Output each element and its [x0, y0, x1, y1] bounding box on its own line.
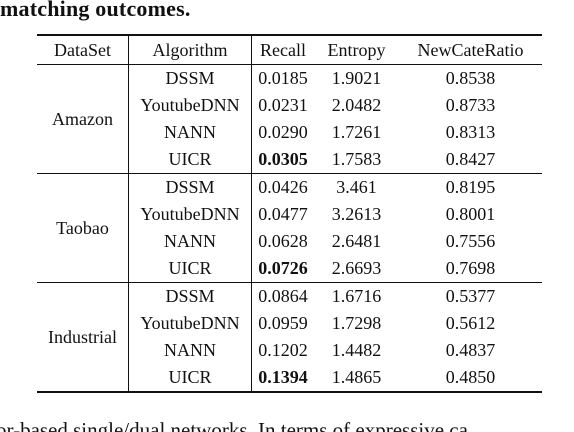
- entropy-cell: 2.6693: [331, 258, 382, 278]
- entropy-cell: 1.7583: [331, 149, 382, 169]
- header-entropy: Entropy: [327, 39, 386, 60]
- group-taobao: Taobao DSSM 0.0426 3.461 0.8195 YoutubeD…: [37, 173, 542, 283]
- algorithm-cell: YoutubeDNN: [128, 92, 252, 119]
- entropy-cell: 1.9021: [331, 68, 382, 88]
- table-row: UICR 0.0726 2.6693 0.7698: [37, 255, 542, 283]
- newcateratio-cell: 0.8538: [445, 68, 496, 88]
- table-row: Industrial DSSM 0.0864 1.6716 0.5377: [37, 282, 542, 392]
- algorithm-cell: UICR: [128, 255, 252, 283]
- newcateratio-cell: 0.8195: [445, 177, 496, 197]
- algorithm-cell: UICR: [128, 364, 252, 392]
- dataset-cell: Amazon: [37, 64, 129, 174]
- recall-cell: 0.0959: [258, 313, 308, 333]
- table-row: YoutubeDNN 0.0959 1.7298 0.5612: [37, 310, 542, 337]
- algorithm-cell: UICR: [128, 146, 252, 174]
- recall-cell: 0.0628: [258, 231, 308, 251]
- algorithm-cell: NANN: [128, 119, 252, 146]
- entropy-cell: 2.0482: [331, 95, 382, 115]
- entropy-cell: 1.7298: [331, 313, 382, 333]
- dataset-cell: Taobao: [37, 173, 129, 283]
- table-row: Taobao DSSM 0.0426 3.461 0.8195: [37, 173, 542, 283]
- algorithm-cell: NANN: [128, 337, 252, 364]
- entropy-cell: 1.4482: [331, 340, 382, 360]
- group-amazon: Amazon DSSM 0.0185 1.9021 0.8538 Youtube…: [37, 64, 542, 174]
- table-row: NANN 0.1202 1.4482 0.4837: [37, 337, 542, 364]
- recall-cell: 0.0290: [258, 122, 308, 142]
- table-row: NANN 0.0290 1.7261 0.8313: [37, 119, 542, 146]
- entropy-cell: 1.4865: [331, 367, 382, 387]
- table-row: NANN 0.0628 2.6481 0.7556: [37, 228, 542, 255]
- newcateratio-cell: 0.4850: [445, 367, 496, 387]
- newcateratio-cell: 0.8001: [445, 204, 496, 224]
- header-newcateratio: NewCateRatio: [417, 39, 524, 60]
- entropy-cell: 3.2613: [331, 204, 382, 224]
- header-algorithm: Algorithm: [128, 35, 252, 65]
- algorithm-cell: DSSM: [128, 282, 252, 310]
- entropy-cell: 1.6716: [331, 286, 382, 306]
- table-row: UICR 0.1394 1.4865 0.4850: [37, 364, 542, 392]
- table-row: Amazon DSSM 0.0185 1.9021 0.8538: [37, 64, 542, 174]
- table-row: UICR 0.0305 1.7583 0.8427: [37, 146, 542, 174]
- entropy-cell: 1.7261: [331, 122, 382, 142]
- header-recall: Recall: [260, 39, 306, 60]
- body-text-fragment: or-based single/dual networks. In terms …: [0, 418, 468, 432]
- newcateratio-cell: 0.8427: [445, 149, 496, 169]
- newcateratio-cell: 0.8313: [445, 122, 496, 142]
- recall-cell: 0.1202: [258, 340, 308, 360]
- entropy-cell: 2.6481: [331, 231, 382, 251]
- table-header: DataSet Algorithm Recall Entropy NewCate…: [37, 35, 542, 65]
- recall-cell: 0.0231: [258, 95, 308, 115]
- recall-cell: 0.0185: [258, 68, 308, 88]
- table-caption: matching outcomes.: [0, 0, 191, 21]
- entropy-cell: 3.461: [336, 177, 377, 197]
- table-row: YoutubeDNN 0.0477 3.2613 0.8001: [37, 201, 542, 228]
- algorithm-cell: NANN: [128, 228, 252, 255]
- results-table: DataSet Algorithm Recall Entropy NewCate…: [37, 34, 542, 393]
- newcateratio-cell: 0.4837: [445, 340, 496, 360]
- header-dataset: DataSet: [37, 35, 129, 65]
- group-industrial: Industrial DSSM 0.0864 1.6716 0.5377 You…: [37, 282, 542, 392]
- newcateratio-cell: 0.7556: [445, 231, 496, 251]
- algorithm-cell: YoutubeDNN: [128, 310, 252, 337]
- newcateratio-cell: 0.5377: [445, 286, 496, 306]
- newcateratio-cell: 0.8733: [445, 95, 496, 115]
- recall-cell-best: 0.0726: [258, 258, 308, 278]
- table-row: YoutubeDNN 0.0231 2.0482 0.8733: [37, 92, 542, 119]
- algorithm-cell: YoutubeDNN: [128, 201, 252, 228]
- newcateratio-cell: 0.5612: [445, 313, 496, 333]
- header-row: DataSet Algorithm Recall Entropy NewCate…: [37, 35, 542, 65]
- algorithm-cell: DSSM: [128, 173, 252, 201]
- recall-cell: 0.0864: [258, 286, 308, 306]
- recall-cell-best: 0.0305: [258, 149, 308, 169]
- newcateratio-cell: 0.7698: [445, 258, 496, 278]
- dataset-cell: Industrial: [37, 282, 129, 392]
- recall-cell: 0.0477: [258, 204, 308, 224]
- recall-cell-best: 0.1394: [258, 367, 308, 387]
- algorithm-cell: DSSM: [128, 64, 252, 92]
- recall-cell: 0.0426: [258, 177, 308, 197]
